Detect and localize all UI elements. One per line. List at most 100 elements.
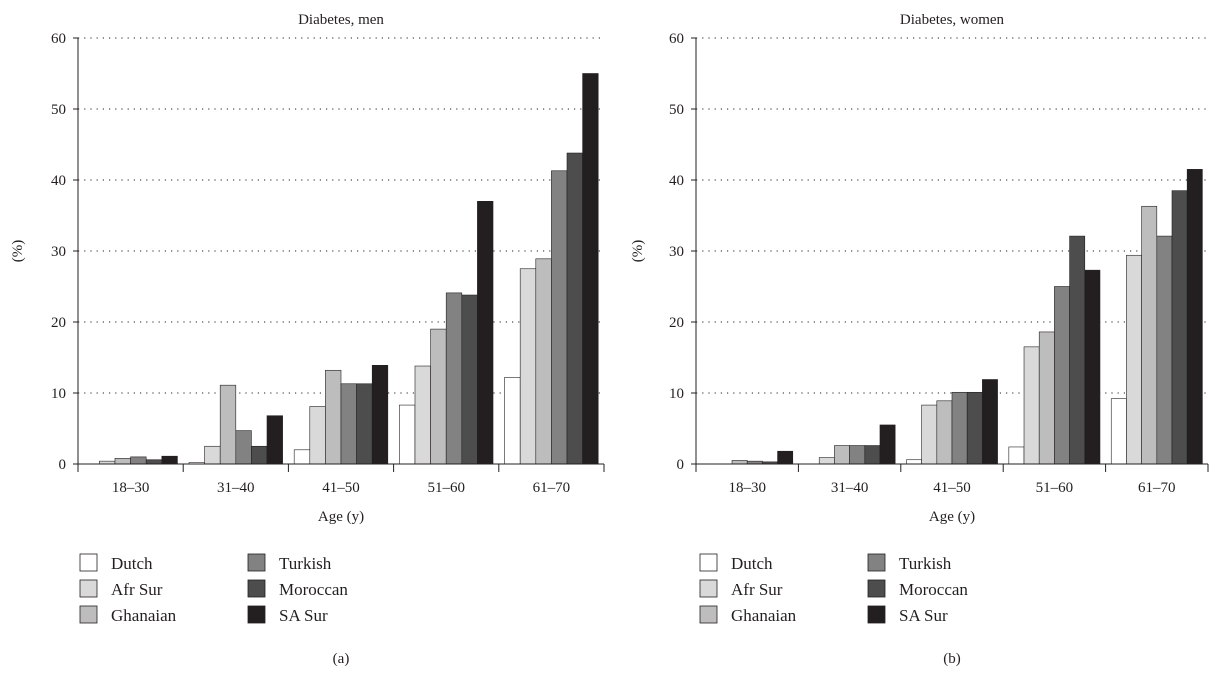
bar-moroccan-1 (251, 445, 268, 465)
legend-swatch (247, 553, 266, 572)
bar-sa-sur-0 (161, 455, 178, 465)
bar-afr-sur-2 (921, 404, 938, 465)
x-tick-label: 41–50 (322, 480, 360, 496)
bar-turkish-4 (1156, 235, 1173, 465)
bar-sa-sur-1 (266, 415, 283, 465)
bar-moroccan-3 (1069, 235, 1086, 465)
bar-ghanaian-0 (114, 458, 131, 465)
bar-turkish-4 (551, 170, 568, 465)
legend-label: Ghanaian (731, 606, 797, 625)
x-tick-label: 61–70 (533, 480, 571, 496)
bar-moroccan-0 (145, 459, 163, 465)
y-tick-label: 60 (51, 31, 66, 47)
legend-swatch (79, 579, 98, 598)
bar-ghanaian-3 (430, 328, 447, 465)
chart-panel-b: Diabetes, women 0 10 20 30 40 50 60 (%) 18–30 31–4… (630, 12, 1209, 667)
x-tick-label: 41–50 (933, 480, 971, 496)
legend-swatch (867, 579, 886, 598)
y-tick-label: 10 (51, 386, 66, 402)
bar-sa-sur-3 (477, 201, 494, 465)
y-tick-label: 30 (669, 244, 684, 260)
legend-swatch (247, 605, 266, 624)
legend-swatch (699, 605, 718, 624)
y-tick-label: 0 (59, 457, 67, 473)
y-tick-label: 40 (669, 173, 684, 189)
bar-turkish-0 (130, 456, 147, 465)
bar-moroccan-1 (864, 445, 881, 465)
x-tick-label: 18–30 (728, 480, 766, 496)
legend-swatch (699, 553, 718, 572)
bar-sa-sur-1 (879, 424, 896, 465)
legend-label: Ghanaian (111, 606, 177, 625)
y-tick-label: 20 (51, 315, 66, 331)
bar-ghanaian-0 (731, 460, 748, 465)
x-tick-label: 31–40 (217, 480, 255, 496)
bar-dutch-4 (504, 377, 521, 465)
bar-dutch-2 (293, 449, 311, 465)
legend-label: Afr Sur (731, 580, 783, 599)
legend-swatch (79, 605, 98, 624)
bar-moroccan-3 (461, 294, 478, 465)
bar-sa-sur-4 (1186, 169, 1203, 465)
chart-panel-a: Diabetes, men 0 10 20 30 40 50 60 (%) 18–30 31–40 4… (10, 12, 605, 667)
bar-sa-sur-2 (982, 379, 998, 465)
bar-sa-sur-4 (582, 73, 599, 465)
bar-afr-sur-3 (1023, 346, 1040, 465)
bar-moroccan-2 (356, 383, 373, 465)
x-tick-label: 51–60 (1036, 480, 1074, 496)
bar-turkish-1 (849, 445, 866, 465)
bar-moroccan-4 (1171, 190, 1188, 465)
bar-turkish-1 (235, 430, 252, 465)
legend-label: Dutch (111, 554, 153, 573)
bar-moroccan-2 (966, 391, 983, 465)
bar-dutch-4 (1110, 398, 1127, 465)
bar-sa-sur-3 (1084, 269, 1101, 465)
bar-dutch-2 (906, 459, 922, 465)
legend-label: Moroccan (899, 580, 968, 599)
x-tick-label: 61–70 (1138, 480, 1176, 496)
legend-swatch (247, 579, 266, 598)
legend-swatch (867, 605, 886, 624)
chart-title: Diabetes, women (900, 12, 1005, 28)
y-tick-label: 0 (677, 457, 685, 473)
legend-swatch (79, 553, 98, 572)
legend-label: Moroccan (279, 580, 348, 599)
bar-dutch-3 (399, 404, 416, 465)
legend-label: SA Sur (899, 606, 948, 625)
y-axis-label: (%) (630, 240, 646, 263)
bar-afr-sur-4 (1126, 254, 1142, 465)
y-tick-label: 40 (51, 173, 66, 189)
legend-swatch (699, 579, 718, 598)
x-tick-label: 51–60 (427, 480, 465, 496)
legend-label: Turkish (279, 554, 332, 573)
bar-afr-sur-4 (519, 268, 537, 465)
y-tick-label: 20 (669, 315, 684, 331)
x-tick-label: 31–40 (831, 480, 869, 496)
y-axis-label: (%) (10, 240, 26, 263)
bar-turkish-2 (951, 391, 968, 465)
legend: Dutch Afr Sur Ghanaian Turkish Moroccan SA Su… (699, 553, 968, 625)
bar-sa-sur-2 (371, 365, 389, 465)
y-tick-label: 50 (669, 102, 684, 118)
bar-ghanaian-1 (219, 384, 237, 465)
bar-turkish-2 (340, 383, 357, 465)
x-axis-label: Age (y) (318, 509, 364, 525)
chart-title: Diabetes, men (298, 12, 384, 28)
x-axis-label: Age (y) (929, 509, 975, 525)
legend-swatch (867, 553, 886, 572)
bar-dutch-3 (1008, 446, 1025, 465)
bar-afr-sur-3 (414, 365, 431, 465)
legend-label: Afr Sur (111, 580, 163, 599)
bar-ghanaian-2 (936, 400, 953, 465)
x-tick-label: 18–30 (112, 480, 150, 496)
y-tick-label: 10 (669, 386, 684, 402)
panel-label: (b) (943, 651, 961, 667)
bar-ghanaian-2 (325, 369, 342, 465)
panel-label: (a) (333, 651, 350, 667)
legend-label: Dutch (731, 554, 773, 573)
bar-sa-sur-0 (777, 450, 794, 465)
legend-label: SA Sur (279, 606, 328, 625)
y-tick-label: 60 (669, 31, 684, 47)
legend: Dutch Afr Sur Ghanaian Turkish Moroccan SA Su… (79, 553, 348, 625)
